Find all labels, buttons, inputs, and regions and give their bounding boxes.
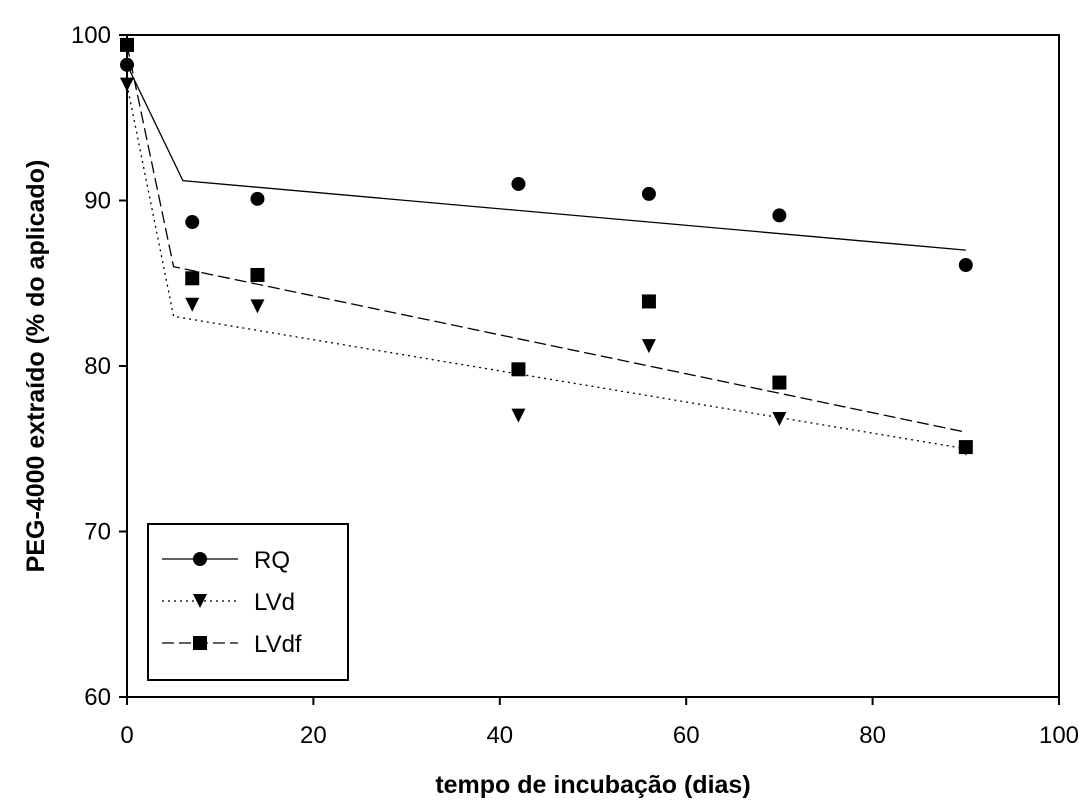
y-tick-label: 70: [84, 519, 111, 546]
point-rq: [772, 208, 787, 223]
x-tick-label: 40: [486, 722, 513, 749]
point-lvdf: [641, 294, 656, 309]
point-lvdf: [185, 271, 200, 286]
y-axis-title: PEG-4000 extraído (% do aplicado): [22, 160, 50, 573]
legend-marker-lvd: [193, 594, 207, 608]
x-tick-label: 0: [120, 722, 133, 749]
point-rq: [641, 186, 656, 201]
point-lvdf: [120, 37, 134, 52]
point-lvdf: [511, 362, 526, 377]
fit-line-lvdf: [126, 44, 966, 433]
point-rq: [185, 215, 200, 230]
point-rq: [511, 176, 526, 191]
point-rq: [250, 191, 265, 206]
point-lvd: [120, 77, 134, 92]
point-lvdf: [958, 440, 973, 455]
x-axis-ticks: 0 20 40 60 80 100: [120, 697, 1079, 749]
point-rq: [120, 57, 134, 72]
fit-line-rq: [126, 64, 966, 251]
fit-line-lvd: [126, 84, 966, 450]
point-lvd: [511, 408, 526, 423]
y-tick-label: 60: [84, 684, 111, 711]
point-lvd: [641, 339, 656, 354]
point-lvdf: [250, 267, 265, 282]
point-rq: [958, 258, 973, 273]
y-tick-label: 80: [84, 353, 111, 380]
legend-label-lvdf: LVdf: [254, 631, 302, 658]
fit-lines: [126, 44, 966, 450]
x-tick-label: 80: [859, 722, 886, 749]
y-tick-label: 100: [71, 22, 111, 49]
legend-marker-lvdf: [193, 636, 207, 650]
legend-label-lvd: LVd: [254, 589, 295, 616]
x-axis-title: tempo de incubação (dias): [435, 771, 750, 799]
y-tick-label: 90: [84, 188, 111, 215]
point-lvd: [772, 411, 787, 426]
point-lvd: [185, 297, 200, 312]
legend: RQ LVd LVdf: [147, 523, 349, 681]
x-tick-label: 60: [673, 722, 700, 749]
y-axis-ticks: 60 70 80 90 100: [71, 22, 127, 711]
legend-marker-rq: [193, 552, 207, 566]
data-markers: [120, 37, 973, 456]
legend-box: [147, 523, 349, 681]
x-tick-label: 20: [300, 722, 327, 749]
legend-label-rq: RQ: [254, 547, 290, 574]
point-lvdf: [772, 375, 787, 390]
legend-items: RQ LVd LVdf: [162, 547, 302, 658]
point-lvd: [250, 299, 265, 314]
x-tick-label: 100: [1039, 722, 1079, 749]
